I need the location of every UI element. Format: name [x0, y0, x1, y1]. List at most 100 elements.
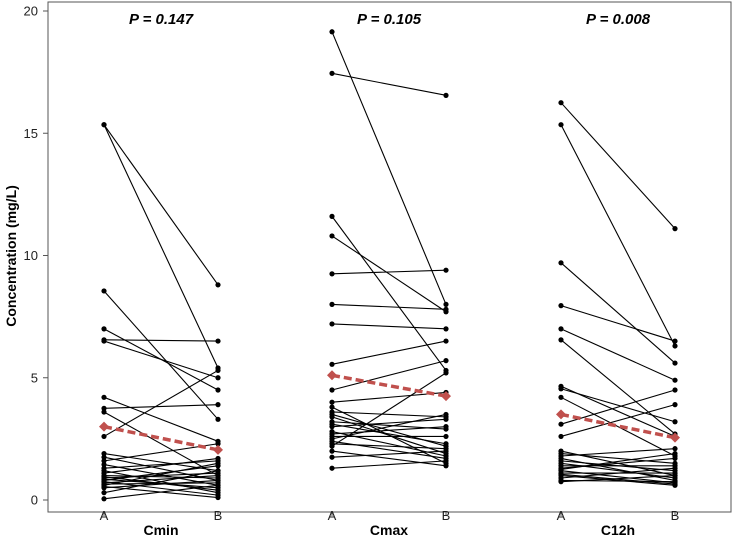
x-tick-label-b: B [671, 508, 680, 523]
data-point-b [215, 494, 221, 501]
data-point-a [329, 387, 335, 393]
data-point-b [215, 402, 221, 408]
data-point-b [215, 375, 221, 381]
subject-line [103, 479, 219, 489]
subject-line [103, 290, 219, 420]
y-tick-label: 20 [24, 4, 38, 19]
data-point-a [329, 321, 335, 327]
mean-marker [670, 432, 680, 443]
subject-line [103, 462, 219, 486]
subject-line [103, 476, 219, 491]
subject-line [560, 328, 676, 381]
subject-line [103, 475, 219, 479]
data-point-a [558, 479, 564, 485]
subject-line [560, 388, 676, 423]
data-point-b [672, 481, 678, 487]
data-point-b [672, 455, 678, 462]
data-point-b [215, 477, 221, 484]
data-point-b [443, 326, 449, 332]
subject-line [103, 465, 219, 481]
mean-line [103, 424, 219, 452]
data-point-b [672, 360, 678, 366]
subject-line [103, 124, 219, 369]
data-point-a [558, 260, 564, 266]
data-point-a [101, 394, 107, 400]
x-tick-label-b: B [442, 508, 451, 523]
subject-line [331, 303, 447, 310]
data-point-a [558, 386, 564, 392]
subject-line [331, 269, 447, 275]
data-point-b [215, 387, 221, 393]
data-point-b [215, 441, 221, 447]
subject-line [103, 340, 219, 379]
data-point-a [558, 326, 564, 332]
mean-marker [99, 421, 109, 432]
data-point-b [443, 411, 449, 418]
subject-line [331, 450, 447, 458]
x-tick-label-a: A [557, 508, 566, 523]
data-point-b [672, 387, 678, 393]
group-label: Cmax [370, 522, 408, 538]
subject-line [560, 475, 676, 486]
data-point-b [672, 446, 678, 452]
data-point-b [443, 267, 449, 273]
subject-line [103, 404, 219, 409]
subject-line [103, 124, 219, 286]
data-point-b [443, 416, 449, 422]
mean-line [560, 412, 676, 440]
subject-line [560, 396, 676, 457]
data-point-b [215, 460, 221, 466]
subject-line [331, 31, 447, 305]
data-point-a [329, 454, 335, 460]
data-point-a [101, 409, 107, 415]
data-point-b [215, 416, 221, 422]
data-point-a [329, 448, 335, 454]
data-point-b [443, 441, 449, 447]
data-point-b [672, 343, 678, 349]
data-point-b [215, 282, 221, 288]
data-point-a [558, 122, 564, 128]
subject-line [331, 450, 447, 467]
data-point-a [329, 399, 335, 405]
data-point-b [215, 367, 221, 374]
data-point-a [101, 458, 107, 464]
data-point-b [443, 338, 449, 344]
data-point-b [672, 419, 678, 425]
data-point-a [101, 496, 107, 502]
x-tick-label-b: B [214, 508, 223, 523]
subject-line [560, 339, 676, 435]
data-point-b [443, 433, 449, 440]
data-point-a [329, 431, 335, 437]
data-point-b [443, 424, 449, 430]
y-tick-label: 5 [31, 370, 38, 385]
subject-line [103, 339, 219, 342]
subject-line [331, 340, 447, 365]
data-point-b [215, 472, 221, 479]
subject-line [331, 426, 447, 435]
subject-line [331, 460, 447, 469]
data-point-b [672, 338, 678, 344]
y-tick-label: 0 [31, 493, 38, 508]
subject-line [103, 396, 219, 442]
data-point-a [558, 471, 564, 477]
data-point-a [558, 337, 564, 343]
data-point-a [101, 288, 107, 294]
subject-line [560, 404, 676, 437]
data-point-a [101, 485, 107, 491]
data-point-a [558, 466, 564, 473]
y-tick-label: 15 [24, 126, 38, 141]
subject-line [331, 413, 447, 440]
data-point-a [329, 421, 335, 427]
data-point-b [672, 450, 678, 457]
data-point-b [215, 338, 221, 344]
data-point-a [558, 100, 564, 106]
data-point-b [215, 468, 221, 474]
data-point-b [443, 358, 449, 364]
data-point-a [101, 326, 107, 332]
data-point-a [101, 461, 107, 468]
data-point-b [215, 455, 221, 462]
data-point-a [101, 454, 107, 460]
subject-line [103, 484, 219, 500]
mean-marker [327, 370, 337, 381]
